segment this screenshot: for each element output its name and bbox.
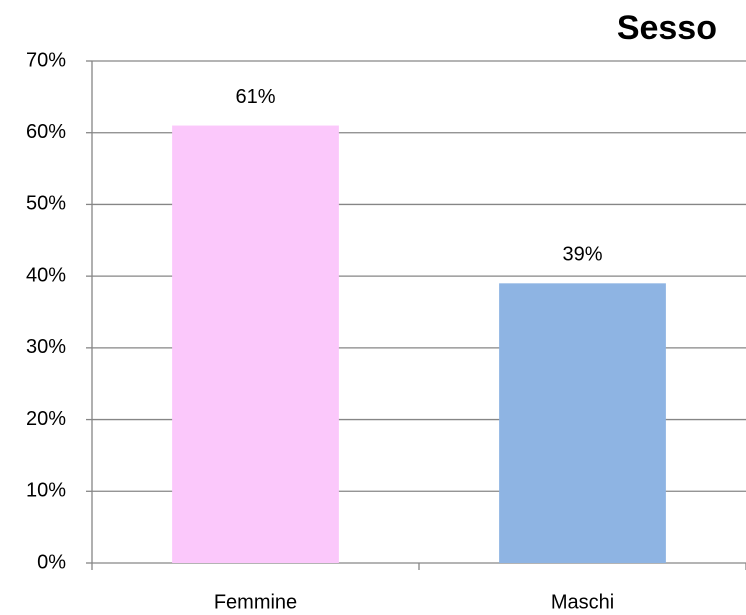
bar bbox=[499, 283, 666, 563]
bar bbox=[172, 125, 339, 564]
y-tick-label: 10% bbox=[26, 480, 66, 502]
data-label: 39% bbox=[562, 244, 602, 266]
y-tick-label: 60% bbox=[26, 121, 66, 143]
y-tick-label: 20% bbox=[26, 408, 66, 430]
chart-title: Sesso bbox=[617, 9, 717, 47]
y-tick-label: 70% bbox=[26, 49, 66, 71]
x-tick-label: Maschi bbox=[551, 591, 614, 613]
y-tick-label: 30% bbox=[26, 336, 66, 358]
y-tick-label: 0% bbox=[37, 551, 66, 573]
x-tick-label: Femmine bbox=[214, 591, 297, 613]
y-tick-label: 50% bbox=[26, 193, 66, 215]
y-tick-label: 40% bbox=[26, 264, 66, 286]
data-label: 61% bbox=[235, 86, 275, 108]
